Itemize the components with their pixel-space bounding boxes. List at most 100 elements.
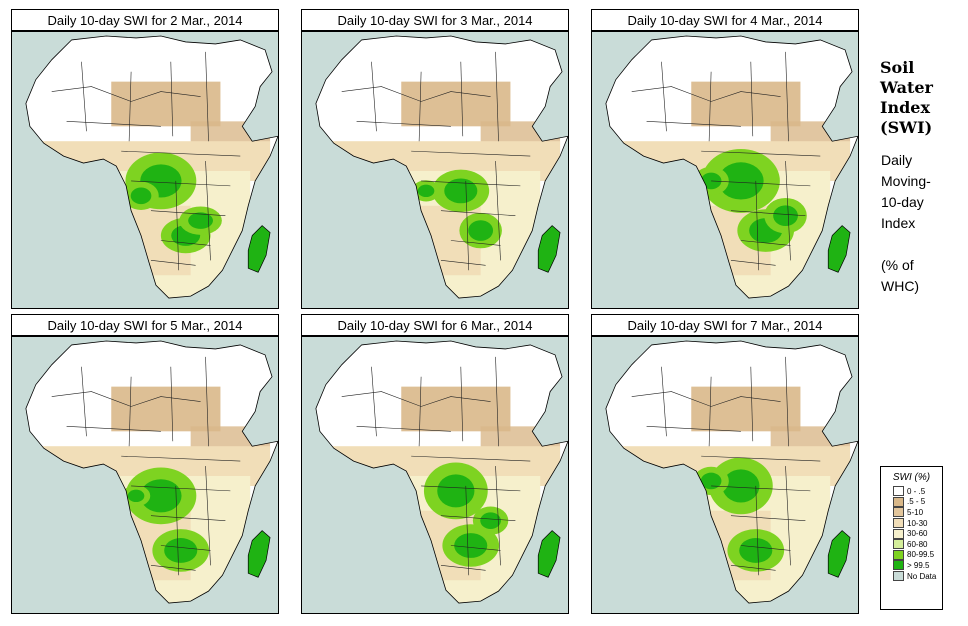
country-border [356, 121, 451, 127]
country-border [175, 180, 180, 271]
panel-2-title: Daily 10-day SWI for 3 Mar., 2014 [301, 9, 569, 31]
country-border [128, 376, 132, 447]
legend-label: 30-60 [907, 529, 928, 539]
legend-swatch [893, 549, 904, 560]
country-border [51, 86, 201, 102]
panel-5-map [301, 336, 569, 614]
panel-4-title: Daily 10-day SWI for 5 Mar., 2014 [11, 314, 279, 336]
legend-swatch [893, 518, 904, 529]
madagascar [247, 225, 271, 273]
legend-rows: 0 - .5.5 - 5 5-10 10-30 30-60 60-80 80-99.5 > … [881, 486, 942, 582]
legend-swatch [893, 571, 904, 582]
saturated-zone [718, 162, 764, 200]
country-border [450, 240, 501, 246]
country-border [465, 485, 470, 576]
country-border [150, 260, 196, 266]
country-border [661, 366, 667, 437]
panel-3-title: Daily 10-day SWI for 4 Mar., 2014 [591, 9, 859, 31]
country-border [128, 71, 132, 142]
country-border [740, 240, 791, 246]
country-border [755, 485, 760, 576]
country-border [631, 86, 781, 102]
country-border [205, 161, 211, 261]
side-title-line: Soil [880, 58, 915, 77]
panel-2-map [301, 31, 569, 309]
sahel-dry-zone [401, 81, 511, 127]
legend-row: > 99.5 [893, 560, 942, 571]
side-title-line: Index [880, 98, 931, 117]
country-border [81, 61, 87, 132]
country-border [411, 455, 531, 462]
saturated-zone [700, 472, 722, 490]
country-border [418, 376, 422, 447]
panel-6-title: Daily 10-day SWI for 7 Mar., 2014 [591, 314, 859, 336]
country-border [160, 240, 211, 246]
legend-swatch [893, 560, 904, 571]
saturated-zone [188, 212, 213, 229]
country-border [411, 150, 531, 157]
country-border [121, 455, 241, 462]
africa-map [302, 337, 568, 613]
country-border [51, 391, 201, 407]
saturated-zone [454, 533, 488, 558]
country-border [750, 366, 754, 442]
panel-1-title: Daily 10-day SWI for 2 Mar., 2014 [11, 9, 279, 31]
country-border [495, 51, 499, 142]
legend-swatch [893, 528, 904, 539]
panel-5-title: Daily 10-day SWI for 6 Mar., 2014 [301, 314, 569, 336]
madagascar [537, 225, 561, 273]
country-border [495, 356, 499, 447]
country-border [460, 61, 464, 137]
africa-map [302, 32, 568, 308]
panel-6-map [591, 336, 859, 614]
country-border [205, 356, 209, 447]
country-border [661, 61, 667, 132]
country-border [440, 565, 486, 571]
coastline [25, 340, 278, 604]
legend-row: .5 - 5 [893, 496, 942, 508]
country-border [66, 426, 161, 432]
saturated-zone [468, 220, 494, 241]
side-title-line: Water [880, 78, 933, 97]
saturated-zone [437, 474, 475, 508]
legend-row: 5-10 [893, 507, 942, 518]
panel-3-map [591, 31, 859, 309]
side-sub-line: Moving- [881, 173, 931, 189]
country-border [785, 356, 789, 447]
country-border [785, 466, 791, 566]
madagascar [827, 225, 851, 273]
country-border [150, 565, 196, 571]
country-border [711, 180, 811, 187]
country-border [205, 466, 211, 566]
sahel-dry-zone [111, 81, 221, 127]
country-border [730, 260, 776, 266]
country-border [460, 366, 464, 442]
country-border [356, 426, 451, 432]
legend-row: No Data [893, 571, 942, 582]
legend: SWI (%) 0 - .5.5 - 5 5-10 10-30 30-60 60-80 8… [880, 466, 943, 610]
legend-swatch [893, 539, 904, 550]
legend-row: 80-99.5 [893, 549, 942, 561]
legend-label: 5-10 [907, 507, 924, 517]
country-border [81, 366, 87, 437]
legend-swatch [893, 507, 904, 518]
sahel-dry-zone [691, 386, 801, 432]
side-title-line: (SWI) [880, 118, 933, 137]
country-border [631, 391, 781, 407]
madagascar [537, 530, 561, 578]
africa-map [592, 32, 858, 308]
sahel-dry-zone [111, 386, 221, 432]
country-border [730, 210, 806, 216]
side-sub-line: WHC) [881, 278, 920, 294]
saturated-zone [773, 205, 798, 227]
country-border [160, 545, 211, 551]
saturated-zone [164, 538, 198, 563]
saturated-zone [417, 184, 435, 198]
country-border [708, 71, 712, 142]
coastline [25, 35, 278, 299]
saturated-zone [739, 538, 773, 563]
country-border [371, 366, 377, 437]
madagascar [827, 530, 851, 578]
country-border [708, 376, 712, 447]
country-border [121, 150, 241, 157]
